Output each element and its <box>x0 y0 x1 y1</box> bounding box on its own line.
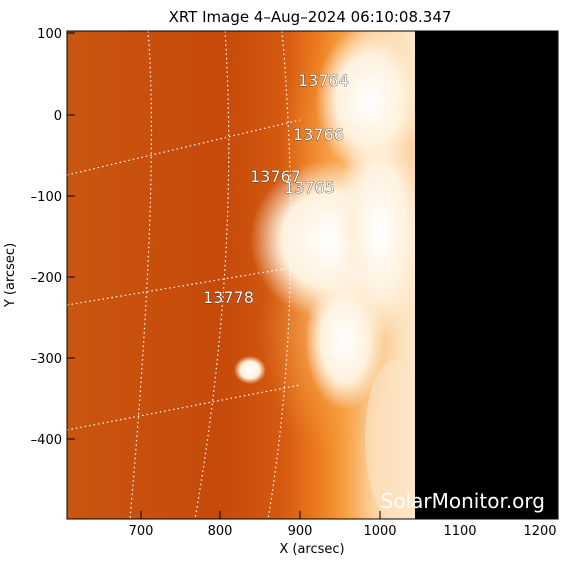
x-tick-label: 700 <box>129 524 154 539</box>
active-region-label: 13767 <box>250 167 301 186</box>
y-tick-label: –200 <box>31 271 62 286</box>
off-image-region <box>415 31 558 519</box>
y-axis-ticks <box>67 32 75 440</box>
y-axis-label: Y (arcsec) <box>3 243 18 308</box>
plot-frame <box>66 30 559 520</box>
active-region-label: 13766 <box>293 125 344 144</box>
y-tick-label: –300 <box>31 352 62 367</box>
solarmonitor-watermark: SolarMonitor.org <box>381 489 545 513</box>
active-region-label: 13764 <box>298 71 349 90</box>
y-tick-label: 100 <box>37 27 62 42</box>
heliographic-grid <box>67 31 301 519</box>
x-tick-label: 800 <box>208 524 233 539</box>
x-tick-label: 900 <box>288 524 313 539</box>
x-tick-label: 1200 <box>523 524 556 539</box>
x-tick-label: 1100 <box>443 524 476 539</box>
y-tick-label: –100 <box>31 190 62 205</box>
xrt-image <box>67 31 558 519</box>
x-tick-label: 1000 <box>363 524 396 539</box>
y-tick-label: –400 <box>31 433 62 448</box>
active-region-label: 13765 <box>284 178 335 197</box>
plot-title: XRT Image 4–Aug–2024 06:10:08.347 <box>169 8 452 26</box>
x-axis-label: X (arcsec) <box>279 542 344 557</box>
active-region-label: 13778 <box>203 288 254 307</box>
y-tick-label: 0 <box>54 109 62 124</box>
x-axis-ticks <box>140 511 541 519</box>
